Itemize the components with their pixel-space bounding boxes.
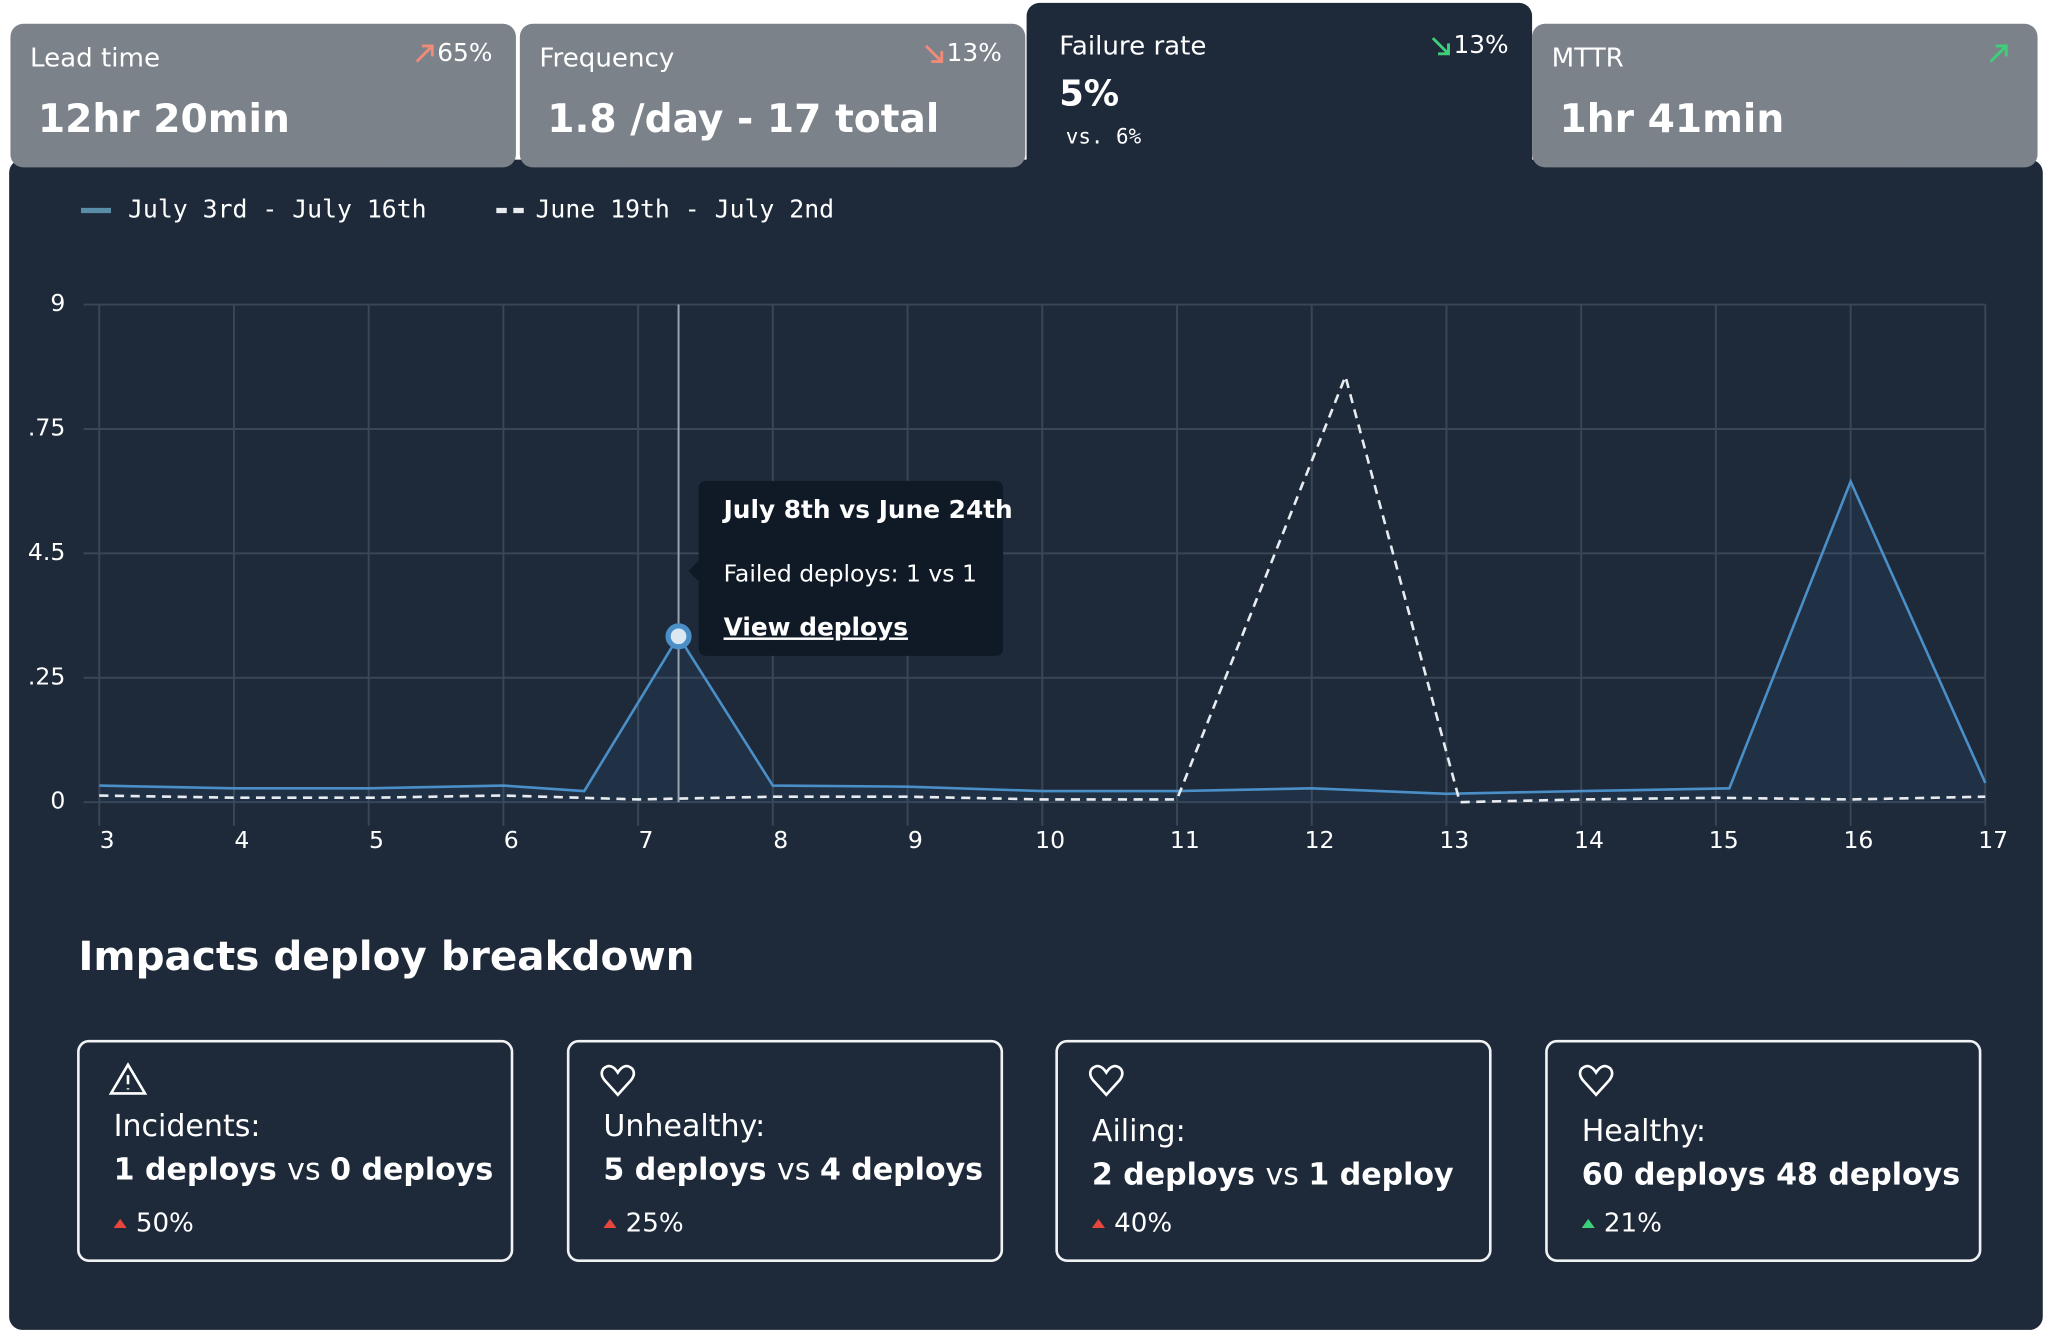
tab-value: 12hr 20min (38, 97, 290, 142)
x-tick-label: 11 (1170, 826, 1200, 854)
legend-label: July 3rd - July 16th (128, 195, 427, 224)
card-change: 21% (1604, 1209, 1662, 1239)
card-detail-part: 1 deploys (114, 1152, 288, 1187)
panel (9, 159, 2043, 1330)
heart-icon (1088, 1064, 1124, 1097)
card-detail-part: 1 deploy (1308, 1157, 1454, 1192)
card-detail: 5 deploys vs 4 deploys (603, 1152, 983, 1187)
x-tick-label: 8 (773, 826, 788, 854)
card-detail: 1 deploys vs 0 deploys (114, 1152, 494, 1187)
card-detail-part: vs (287, 1152, 330, 1187)
tab-change: 13% (1453, 30, 1508, 59)
change-triangle (113, 1218, 127, 1228)
card-label: Incidents: (114, 1109, 261, 1144)
tab-change: 13% (947, 38, 1002, 67)
card-detail: 60 deploys 48 deploys (1582, 1157, 1960, 1192)
tab-label: MTTR (1552, 44, 1624, 74)
heart-icon (1578, 1064, 1614, 1097)
trend-arrow (925, 44, 944, 64)
x-tick-label: 6 (504, 826, 519, 854)
series-line (99, 372, 1986, 804)
x-tick-label: 7 (638, 826, 653, 854)
tab-value: 1.8 /day - 17 total (547, 97, 939, 142)
card-detail-part: 4 deploys (820, 1152, 983, 1187)
card-label: Healthy: (1582, 1114, 1706, 1149)
legend-label: June 19th - July 2nd (536, 195, 835, 224)
card-detail-part: 2 deploys (1092, 1157, 1266, 1192)
x-tick-label: 3 (100, 826, 115, 854)
tooltip-title: July 8th vs June 24th (722, 495, 1013, 524)
card-change: 25% (626, 1209, 684, 1239)
change-triangle (1091, 1218, 1105, 1228)
x-tick-label: 14 (1574, 826, 1604, 854)
card-detail-part: 60 deploys 48 deploys (1582, 1157, 1960, 1192)
x-tick-label: 15 (1709, 826, 1739, 854)
card-change: 40% (1114, 1209, 1172, 1239)
card-detail-part: vs (1265, 1157, 1308, 1192)
tab[interactable] (10, 23, 516, 168)
trend-arrow (415, 44, 434, 63)
x-tick-label: 16 (1843, 826, 1873, 854)
tab-value: 5% (1059, 74, 1119, 115)
card-change: 50% (136, 1209, 194, 1239)
card-label: Ailing: (1092, 1114, 1186, 1149)
card-detail-part: 0 deploys (330, 1152, 493, 1187)
card-label: Unhealthy: (603, 1109, 765, 1144)
tab-label: Failure rate (1059, 32, 1206, 62)
x-tick-label: 17 (1978, 826, 2008, 854)
card (77, 1039, 514, 1262)
x-tick-label: 9 (908, 826, 923, 854)
area (99, 481, 1986, 803)
card (1055, 1039, 1492, 1262)
tab[interactable] (519, 23, 1026, 168)
tab-label: Frequency (539, 44, 674, 74)
x-tick-label: 4 (234, 826, 249, 854)
y-tick-label: 9 (50, 289, 65, 317)
tooltip-link[interactable]: View deploys (724, 612, 908, 641)
tooltip-box (688, 480, 1004, 656)
section-title: Impacts deploy breakdown (78, 932, 694, 980)
series-line (99, 478, 1987, 796)
card (1545, 1039, 1982, 1262)
trend-arrow (1989, 44, 2008, 63)
tab-change: 65% (437, 38, 492, 67)
x-tick-label: 5 (369, 826, 384, 854)
warning-icon (108, 1062, 148, 1095)
y-tick-label: 0 (50, 787, 65, 815)
card-detail-part: vs (777, 1152, 820, 1187)
tab[interactable] (1532, 23, 2038, 168)
hover-point (665, 623, 692, 650)
tab-label: Lead time (30, 44, 160, 74)
card-detail-part: 5 deploys (603, 1152, 777, 1187)
card-detail: 2 deploys vs 1 deploy (1092, 1157, 1454, 1192)
y-tick-label: .75 (28, 413, 65, 441)
x-tick-label: 13 (1439, 826, 1469, 854)
heart-icon (600, 1064, 636, 1097)
tab[interactable] (1026, 2, 1533, 186)
x-tick-label: 10 (1035, 826, 1065, 854)
y-tick-label: .25 (28, 662, 65, 690)
change-triangle (1581, 1218, 1595, 1228)
card (566, 1039, 1004, 1262)
tab-value: 1hr 41min (1560, 97, 1785, 142)
change-triangle (603, 1218, 617, 1228)
trend-arrow (1431, 37, 1450, 56)
tooltip-text: Failed deploys: 1 vs 1 (724, 559, 977, 587)
y-tick-label: 4.5 (28, 538, 65, 566)
x-tick-label: 12 (1305, 826, 1335, 854)
tab-compare: vs. 6% (1066, 124, 1142, 148)
